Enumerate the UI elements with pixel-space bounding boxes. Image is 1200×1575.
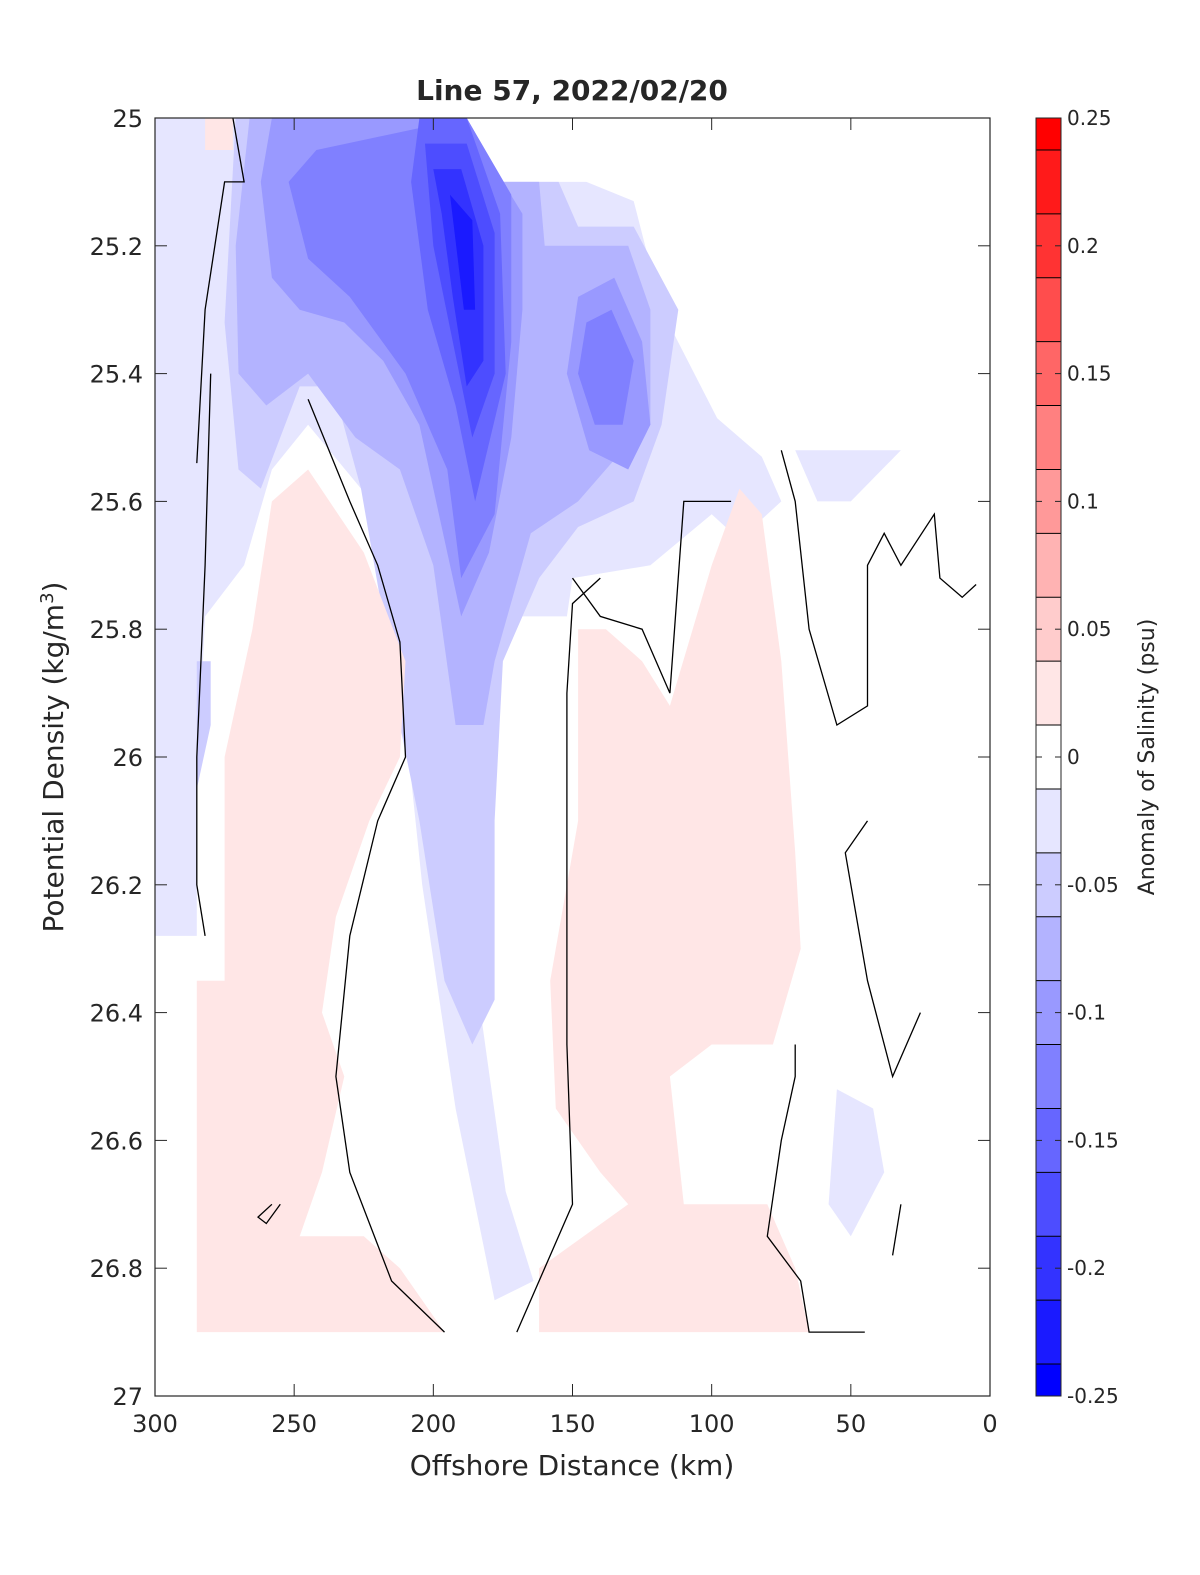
colorbar-swatch-9 [1036,788,1061,853]
y-tick-label-5: 26 [112,744,143,772]
x-tick-label-1: 250 [271,1410,317,1438]
contour-region-6 [578,309,634,425]
colorbar-tick-label-8: -0.15 [1067,1128,1119,1152]
x-tick-label-0: 300 [132,1410,178,1438]
colorbar-swatch-11 [1036,661,1061,726]
zero-contour-line-5 [780,450,977,727]
y-axis-ticks: 25 25.2 25.4 25.6 25.8 26 26.2 26.4 26.6 26.8 27 [90,105,990,1411]
x-tick-label-5: 50 [836,1410,867,1438]
contour-region-12 [795,450,901,502]
y-tick-label-10: 27 [112,1383,143,1411]
y-tick-label-8: 26.6 [90,1127,143,1155]
contour-region-15 [196,469,445,1333]
zero-contour-line-7 [766,1044,865,1333]
contour-fill-layer [155,118,901,1333]
contour-region-11 [196,661,211,789]
zero-contour-line-2 [307,398,445,1333]
colorbar-swatch-15 [1036,405,1061,470]
x-tick-label-6: 0 [982,1410,997,1438]
colorbar-tick-label-10: -0.25 [1067,1384,1119,1408]
colorbar-swatch-13 [1036,533,1061,598]
colorbar: 0.25 0.2 0.15 0.1 0.05 0 -0.05 -0.1 -0.15 -0.2 -0.… [1035,106,1119,1408]
y-tick-label-4: 25.8 [90,616,143,644]
contour-region-13 [828,1089,885,1237]
y-axis-label-main: Potential Density (kg/m [37,604,70,933]
zero-contour-line-6 [844,820,921,1079]
zero-contour-line-8 [891,1204,902,1256]
zero-contour-line-0 [196,118,245,464]
y-tick-label-1: 25.2 [90,233,143,261]
colorbar-swatch-7 [1036,916,1061,981]
x-tick-label-2: 200 [410,1410,456,1438]
zero-contour-line-1 [196,373,212,937]
colorbar-swatch-0 [1036,1364,1061,1396]
x-tick-label-3: 150 [550,1410,596,1438]
colorbar-tick-label-1: 0.2 [1067,234,1099,258]
colorbar-swatch-1 [1036,1300,1061,1365]
colorbar-swatch-5 [1036,1044,1061,1109]
colorbar-tick-label-3: 0.1 [1067,489,1099,513]
x-tick-label-4: 100 [689,1410,735,1438]
y-tick-label-6: 26.2 [90,872,143,900]
contour-region-14 [205,118,233,150]
x-axis-ticks: 300 250 200 150 100 50 0 [132,118,998,1438]
y-tick-label-0: 25 [112,105,143,133]
colorbar-swatch-20 [1036,118,1061,150]
colorbar-tick-label-7: -0.1 [1067,1001,1106,1025]
colorbar-tick-label-9: -0.2 [1067,1256,1106,1280]
colorbar-tick-label-0: 0.25 [1067,106,1112,130]
chart-title: Line 57, 2022/02/20 [416,74,728,107]
x-axis-label: Offshore Distance (km) [410,1449,735,1482]
colorbar-tick-label-6: -0.05 [1067,873,1119,897]
contour-region-10 [450,194,476,310]
contour-line-layer [196,118,977,1333]
colorbar-swatch-3 [1036,1172,1061,1237]
colorbar-swatch-17 [1036,277,1061,342]
colorbar-tick-label-5: 0 [1067,745,1080,769]
zero-contour-line-3 [516,577,601,1333]
zero-contour-line-9 [256,1203,281,1225]
colorbar-tick-label-2: 0.15 [1067,362,1112,386]
zero-contour-line-4 [571,500,732,694]
contour-region-16 [539,488,810,1333]
y-axis-label-superscript: 3 [37,592,58,603]
colorbar-tick-label-4: 0.05 [1067,617,1112,641]
y-tick-label-9: 26.8 [90,1255,143,1283]
y-axis-label: Potential Density (kg/m3) [37,582,71,933]
y-tick-label-7: 26.4 [90,1000,143,1028]
y-tick-label-2: 25.4 [90,361,143,389]
colorbar-swatch-19 [1036,149,1061,214]
y-axis-label-close: ) [37,582,70,593]
colorbar-label: Anomaly of Salinity (psu) [1135,619,1160,896]
y-tick-label-3: 25.6 [90,488,143,516]
